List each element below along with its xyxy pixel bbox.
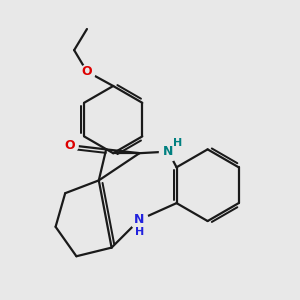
Text: N: N — [134, 213, 145, 226]
Text: H: H — [173, 138, 182, 148]
Text: H: H — [135, 227, 144, 237]
Text: N: N — [163, 145, 173, 158]
Text: O: O — [65, 139, 75, 152]
Text: O: O — [82, 65, 92, 78]
